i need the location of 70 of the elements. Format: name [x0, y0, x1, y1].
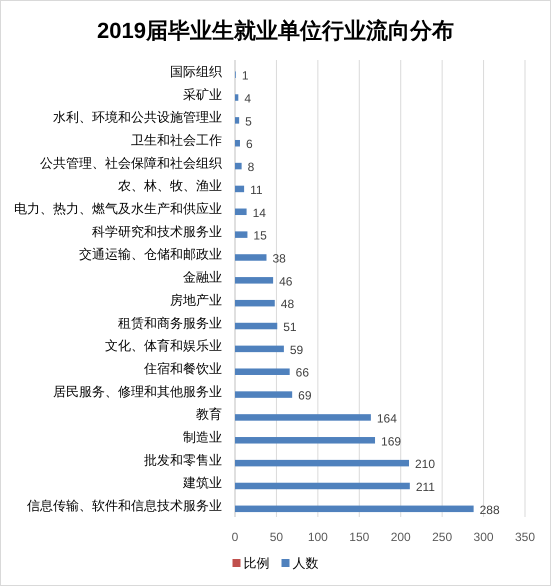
bar	[235, 414, 371, 421]
bar	[235, 391, 292, 398]
y-tick-label: 信息传输、软件和信息技术服务业	[27, 498, 222, 514]
bar	[235, 162, 242, 170]
bar	[235, 277, 274, 284]
bar	[235, 208, 247, 216]
y-tick-label: 电力、热力、燃气及水生产和供应业	[14, 201, 222, 216]
data-label: 59	[290, 342, 304, 357]
y-tick-label: 水利、环境和公共设施管理业	[53, 110, 222, 125]
data-label: 69	[298, 388, 312, 403]
bar	[235, 94, 238, 101]
chart-title: 2019届毕业生就业单位行业流向分布	[97, 18, 454, 43]
bar	[235, 231, 248, 238]
y-tick-label: 建筑业	[182, 475, 222, 490]
data-label: 46	[279, 274, 293, 288]
bar	[235, 300, 275, 306]
legend-label: 比例	[244, 556, 270, 570]
bar	[235, 368, 290, 375]
data-label: 51	[283, 320, 297, 334]
y-tick-label: 农、林、牧、渔业	[118, 178, 222, 194]
x-tick-label: 300	[474, 530, 494, 544]
bar	[235, 117, 240, 124]
y-tick-label: 教育	[196, 406, 222, 422]
bar	[235, 506, 474, 512]
y-tick-label: 金融业	[183, 270, 222, 285]
data-label: 8	[248, 160, 255, 174]
bar	[235, 482, 410, 490]
y-tick-label: 住宿和餐饮业	[143, 360, 222, 376]
data-label: 210	[415, 457, 436, 472]
data-label: 288	[480, 502, 500, 517]
data-label: 5	[245, 114, 252, 128]
y-tick-label: 采矿业	[183, 86, 222, 102]
x-tick-label: 0	[232, 530, 239, 544]
y-tick-label: 制造业	[183, 430, 222, 445]
data-label: 66	[296, 366, 310, 380]
y-tick-label: 文化、体育和娱乐业	[105, 338, 222, 354]
x-tick-label: 100	[308, 530, 328, 544]
data-label: 11	[250, 182, 263, 197]
y-tick-label: 房地产业	[170, 292, 222, 308]
y-tick-label: 居民服务、修理和其他服务业	[53, 384, 222, 399]
x-tick-label: 250	[432, 530, 452, 544]
x-tick-label: 50	[270, 530, 284, 544]
data-label: 14	[252, 206, 266, 220]
data-label: 15	[253, 228, 268, 243]
data-label: 38	[272, 251, 286, 266]
data-label: 211	[416, 480, 436, 494]
y-tick-label: 卫生和社会工作	[131, 132, 222, 148]
data-label: 164	[376, 411, 398, 426]
bar	[235, 346, 284, 352]
x-tick-label: 350	[514, 530, 536, 544]
legend-label: 人数	[292, 556, 318, 570]
y-tick-label: 交通运输、仓储和邮政业	[79, 246, 222, 262]
data-label: 6	[246, 137, 253, 152]
y-tick-label: 科学研究和技术服务业	[92, 224, 222, 239]
x-tick-label: 200	[390, 530, 412, 544]
data-label: 4	[244, 92, 252, 106]
x-tick-label: 150	[349, 530, 370, 544]
bar	[235, 186, 244, 192]
data-label: 48	[280, 297, 294, 312]
y-tick-label: 批发和零售业	[144, 452, 222, 468]
bar	[235, 254, 266, 261]
bar	[235, 460, 409, 466]
bar	[235, 322, 278, 330]
data-label: 169	[381, 434, 402, 448]
y-tick-label: 租赁和商务服务业	[118, 315, 222, 330]
bar	[235, 437, 376, 444]
y-tick-label: 国际组织	[170, 64, 222, 79]
bar	[235, 140, 240, 146]
y-tick-label: 公共管理、社会保障和社会组织	[40, 155, 222, 170]
data-label: 1	[242, 68, 249, 83]
